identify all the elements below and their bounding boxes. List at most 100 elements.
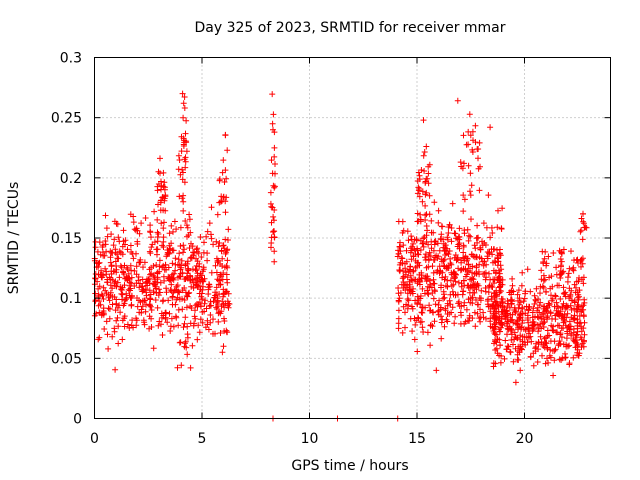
data-point [103, 225, 110, 232]
data-point [225, 300, 232, 307]
data-point [184, 224, 191, 231]
data-point [202, 297, 209, 304]
data-point [558, 258, 565, 265]
data-point [412, 264, 419, 271]
data-point [215, 257, 222, 264]
data-point [461, 255, 468, 262]
data-point [414, 300, 421, 306]
data-point [517, 299, 524, 306]
data-point [546, 352, 553, 359]
data-point [444, 283, 451, 290]
data-point [184, 266, 191, 273]
data-point [415, 184, 422, 191]
data-point [181, 94, 188, 100]
data-point [107, 259, 114, 266]
data-point [105, 345, 112, 352]
data-point [414, 245, 421, 252]
data-point [180, 242, 187, 249]
data-point [451, 230, 458, 237]
data-point [269, 120, 276, 127]
data-point [217, 281, 224, 288]
data-point [475, 268, 482, 275]
data-point [197, 303, 204, 309]
data-point [92, 275, 99, 282]
data-point [139, 298, 146, 305]
data-point [436, 247, 443, 254]
data-point [492, 360, 499, 367]
data-point [184, 293, 191, 300]
data-point [144, 282, 151, 289]
data-point [205, 326, 212, 333]
data-point [540, 341, 547, 348]
data-point [467, 299, 474, 306]
data-point [463, 306, 470, 313]
data-point [404, 282, 411, 289]
data-point [420, 240, 427, 247]
data-point [410, 253, 417, 260]
data-point [574, 343, 581, 350]
data-point [429, 323, 436, 330]
data-point [223, 329, 230, 336]
data-point [530, 350, 537, 357]
data-point [435, 311, 442, 318]
data-point [271, 153, 278, 160]
data-point [395, 325, 402, 332]
data-point [147, 303, 154, 310]
data-point [538, 325, 545, 332]
data-point [176, 157, 183, 163]
data-point [190, 249, 196, 256]
data-point [179, 166, 186, 173]
y-tick-label: 0.3 [60, 51, 82, 67]
data-point [449, 304, 456, 311]
data-point [454, 243, 461, 250]
data-point [175, 166, 182, 173]
data-point [460, 192, 467, 199]
data-point [160, 238, 167, 245]
data-point [559, 312, 566, 319]
data-point [444, 236, 451, 243]
data-point [182, 314, 189, 321]
data-point [160, 273, 167, 280]
data-point [193, 275, 200, 282]
data-point [223, 288, 229, 295]
data-point [113, 283, 120, 290]
data-point [422, 257, 429, 263]
data-point [533, 340, 539, 347]
data-point [487, 308, 494, 315]
data-point [561, 291, 568, 298]
data-point [215, 310, 222, 317]
data-point [545, 253, 552, 260]
data-point [136, 309, 143, 316]
data-point [270, 126, 276, 133]
data-point [109, 333, 116, 340]
data-point [448, 283, 455, 289]
data-point [131, 267, 138, 274]
data-point [497, 359, 504, 366]
data-point [449, 200, 456, 207]
data-point [420, 243, 427, 250]
data-point [466, 289, 473, 296]
data-point [180, 100, 187, 107]
data-point [422, 254, 428, 261]
data-point [134, 238, 141, 245]
data-point [128, 293, 135, 300]
data-point [130, 219, 137, 226]
data-point [431, 241, 438, 248]
data-point [194, 270, 201, 277]
data-point [442, 247, 449, 254]
data-point [547, 346, 554, 353]
data-point [477, 306, 483, 313]
data-point [537, 290, 543, 297]
data-point [581, 299, 588, 306]
data-point [164, 249, 171, 256]
data-point [457, 320, 464, 327]
data-point [466, 317, 473, 324]
data-point [467, 192, 474, 199]
data-point [468, 216, 474, 223]
data-point [570, 315, 577, 322]
data-point [583, 224, 590, 231]
data-point [427, 342, 434, 349]
data-point [526, 328, 533, 335]
data-point [222, 131, 229, 138]
data-point [575, 303, 582, 310]
